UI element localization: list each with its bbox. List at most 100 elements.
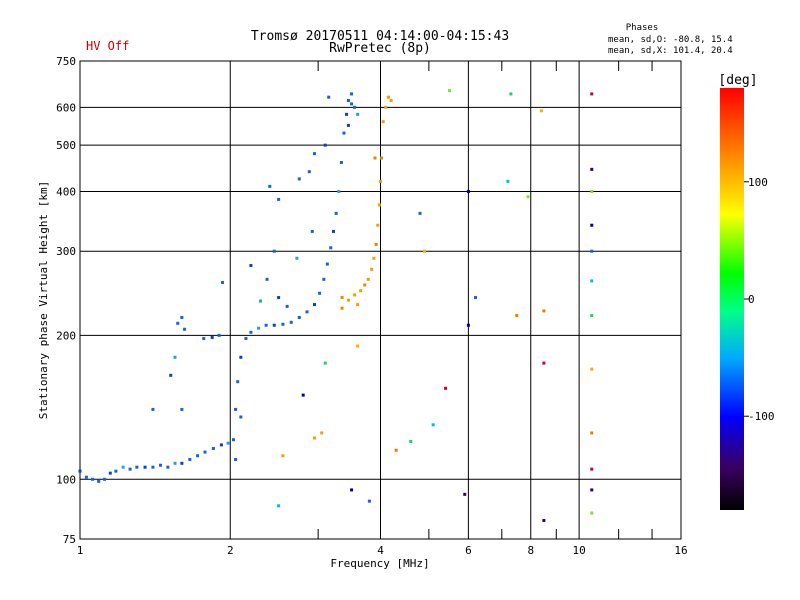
- data-point: [323, 361, 327, 365]
- data-point: [312, 436, 316, 440]
- data-point: [337, 189, 341, 193]
- data-point: [466, 323, 470, 327]
- x-tick-label: 1: [77, 544, 84, 557]
- data-point: [376, 223, 380, 227]
- grid-lines: [80, 61, 681, 539]
- data-point: [231, 438, 235, 442]
- data-point: [590, 223, 594, 227]
- data-point: [339, 160, 343, 164]
- data-point: [169, 373, 173, 377]
- chart-subtitle: RwPretec (8p): [329, 41, 431, 56]
- data-point: [381, 120, 385, 124]
- data-point: [409, 439, 413, 443]
- data-point: [384, 105, 388, 109]
- data-point: [590, 511, 594, 515]
- data-point: [285, 304, 289, 308]
- data-point: [114, 469, 118, 473]
- data-point: [166, 465, 170, 469]
- data-point: [431, 423, 435, 427]
- data-point: [272, 323, 276, 327]
- data-point: [210, 335, 214, 339]
- y-tick-label: 500: [56, 139, 76, 152]
- y-tick-label: 75: [63, 533, 76, 546]
- data-point: [301, 393, 305, 397]
- data-point: [176, 321, 180, 325]
- data-point: [350, 102, 354, 106]
- data-point: [448, 89, 452, 93]
- colorbar-tick-label: 100: [748, 176, 768, 189]
- data-point: [422, 249, 426, 253]
- colorbar-tick-label: -100: [748, 410, 775, 423]
- data-point: [466, 189, 470, 193]
- data-point: [325, 262, 329, 266]
- data-point: [590, 314, 594, 318]
- data-point: [377, 203, 381, 207]
- phases-x-stats: mean, sd,X: 101.4, 20.4: [608, 46, 733, 56]
- data-point: [418, 211, 422, 215]
- data-point: [590, 431, 594, 435]
- data-point: [264, 323, 268, 327]
- data-point: [108, 471, 112, 475]
- data-point: [188, 457, 192, 461]
- data-point: [509, 92, 513, 96]
- data-point: [346, 298, 350, 302]
- data-point: [202, 337, 206, 341]
- data-point: [159, 463, 163, 467]
- data-point: [143, 465, 147, 469]
- data-point: [249, 330, 253, 334]
- data-point: [345, 112, 349, 116]
- data-point: [444, 386, 448, 390]
- chart-title: Tromsø 20170511 04:14:00-04:15:43: [251, 29, 509, 44]
- data-point: [346, 99, 350, 103]
- data-point: [173, 461, 177, 465]
- phases-o-stats: mean, sd,O: -80.8, 15.4: [608, 35, 733, 45]
- data-point: [121, 465, 125, 469]
- data-point: [257, 326, 261, 330]
- data-point: [322, 277, 326, 281]
- data-point: [84, 475, 88, 479]
- y-tick-label: 100: [56, 473, 76, 486]
- data-point: [180, 407, 184, 411]
- data-point: [590, 92, 594, 96]
- data-point: [151, 407, 155, 411]
- x-tick-label: 2: [227, 544, 234, 557]
- data-point: [249, 264, 253, 268]
- data-point: [310, 229, 314, 233]
- data-point: [244, 337, 248, 341]
- data-point: [327, 95, 331, 99]
- data-point: [128, 467, 132, 471]
- x-tick-label: 10: [572, 544, 585, 557]
- x-tick-label: 8: [527, 544, 534, 557]
- data-point: [180, 461, 184, 465]
- y-tick-labels: 75 100 200 300 400 500 600 750: [56, 55, 76, 546]
- data-point: [91, 477, 95, 481]
- data-point: [211, 446, 215, 450]
- data-points: [78, 89, 594, 522]
- data-point: [295, 256, 299, 260]
- data-point: [305, 310, 309, 314]
- x-tick-label: 4: [377, 544, 384, 557]
- data-point: [542, 361, 546, 365]
- data-point: [386, 95, 390, 99]
- data-point: [515, 314, 519, 318]
- y-tick-label: 200: [56, 329, 76, 342]
- data-point: [331, 229, 335, 233]
- data-point: [297, 315, 301, 319]
- data-point: [221, 281, 225, 285]
- data-point: [366, 277, 370, 281]
- data-point: [372, 256, 376, 260]
- data-point: [379, 179, 382, 183]
- data-point: [135, 465, 139, 469]
- data-point: [346, 123, 350, 127]
- y-tick-label: 750: [56, 55, 76, 68]
- data-point: [277, 296, 281, 300]
- colorbar-tick-label: 0: [748, 293, 755, 306]
- data-point: [380, 156, 384, 160]
- data-point: [542, 518, 546, 522]
- data-point: [590, 488, 594, 492]
- data-point: [320, 431, 324, 435]
- data-point: [363, 283, 367, 287]
- y-axis-label: Stationary phase Virtual Height [km]: [37, 181, 50, 419]
- data-point: [265, 277, 269, 281]
